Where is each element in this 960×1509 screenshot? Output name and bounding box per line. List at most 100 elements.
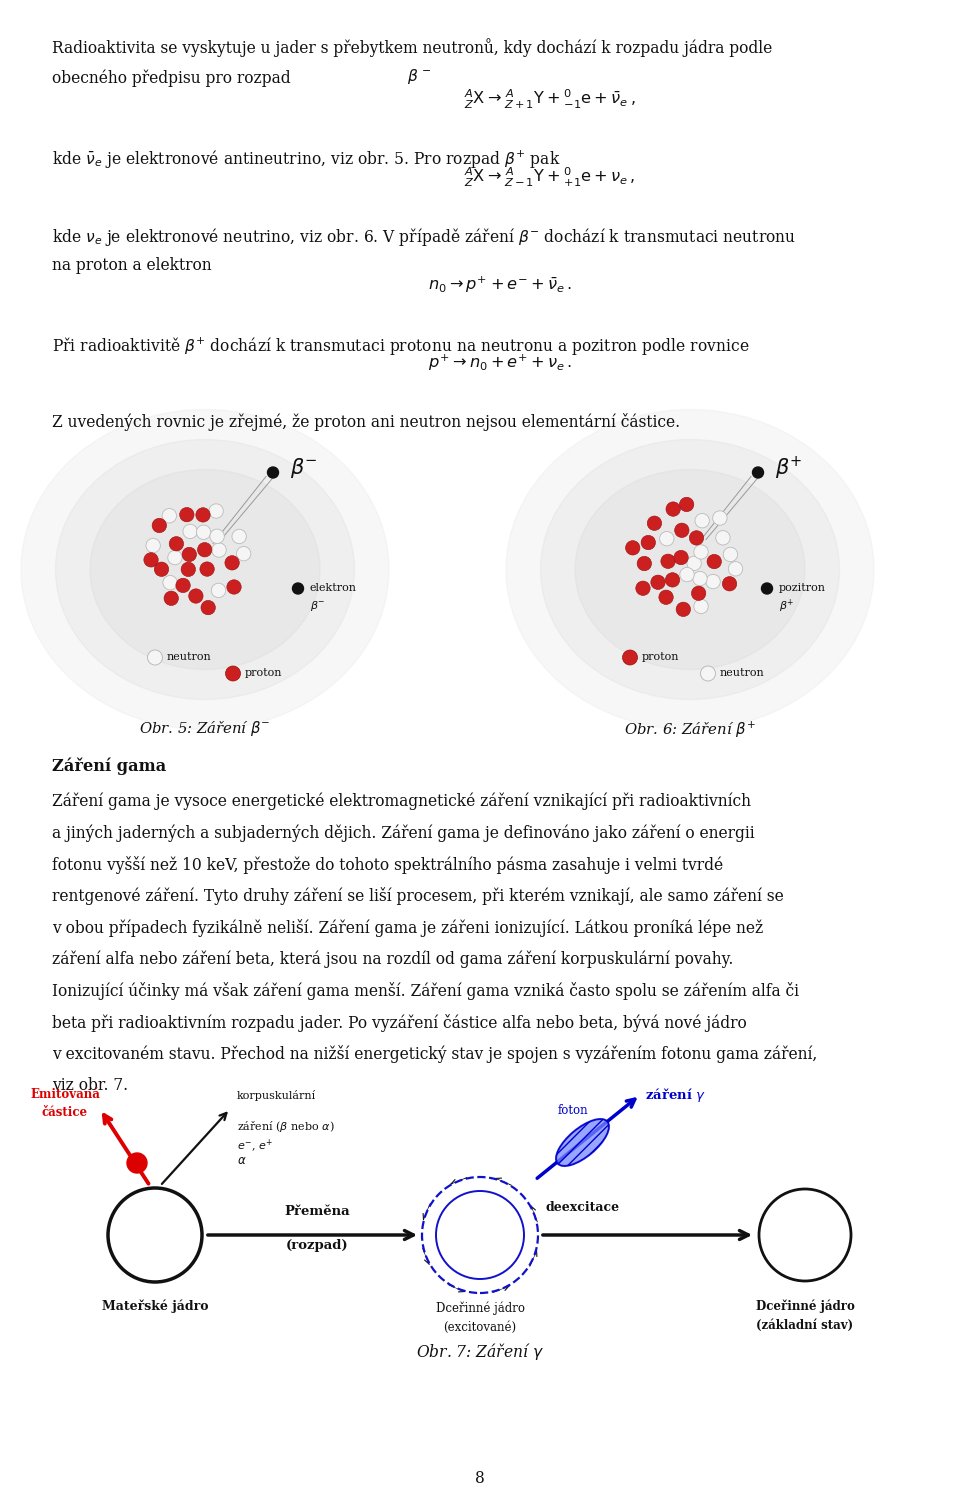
- Circle shape: [680, 498, 694, 512]
- Text: v obou případech fyzikálně neliší. Záření gama je zářeni ionizující. Látkou pron: v obou případech fyzikálně neliší. Zářen…: [52, 919, 763, 937]
- Text: neutron: neutron: [720, 668, 765, 679]
- Ellipse shape: [21, 409, 389, 729]
- Text: deexcitace: deexcitace: [546, 1201, 620, 1213]
- Circle shape: [168, 551, 182, 564]
- Text: částice: částice: [42, 1106, 88, 1120]
- Text: na proton a elektron: na proton a elektron: [52, 257, 211, 275]
- Circle shape: [211, 582, 226, 598]
- Circle shape: [212, 543, 227, 557]
- Text: $\beta^{-}$: $\beta^{-}$: [290, 457, 318, 480]
- Circle shape: [694, 545, 708, 560]
- Circle shape: [687, 557, 702, 570]
- Circle shape: [660, 531, 674, 546]
- Circle shape: [232, 530, 247, 543]
- Text: $\alpha$: $\alpha$: [237, 1154, 247, 1166]
- Text: $\beta^{+}$: $\beta^{+}$: [779, 598, 795, 616]
- Circle shape: [182, 548, 197, 561]
- Circle shape: [148, 650, 162, 665]
- Text: Dceřinné jádro: Dceřinné jádro: [756, 1299, 854, 1313]
- Text: A: A: [147, 1225, 163, 1245]
- Circle shape: [729, 561, 743, 576]
- Ellipse shape: [540, 439, 839, 700]
- Circle shape: [210, 530, 225, 543]
- Circle shape: [641, 536, 656, 549]
- Text: korpuskulární: korpuskulární: [237, 1089, 316, 1102]
- Text: Mateřské jádro: Mateřské jádro: [102, 1299, 208, 1313]
- Circle shape: [659, 590, 673, 605]
- Text: Záření gama je vysoce energetické elektromagnetické záření vznikající při radioa: Záření gama je vysoce energetické elektr…: [52, 794, 751, 810]
- Text: Emitovaná: Emitovaná: [30, 1088, 100, 1102]
- Circle shape: [227, 579, 241, 595]
- Circle shape: [198, 543, 212, 557]
- Text: obecného předpisu pro rozpad: obecného předpisu pro rozpad: [52, 69, 296, 88]
- Text: a jiných jaderných a subjaderných dějich. Záření gama je definováno jako záření : a jiných jaderných a subjaderných dějich…: [52, 824, 755, 842]
- Circle shape: [674, 551, 688, 564]
- Text: fotonu vyšší než 10 keV, přestože do tohoto spektrálního pásma zasahuje i velmi : fotonu vyšší než 10 keV, přestože do toh…: [52, 856, 723, 874]
- Text: Obr. 5: Záření $\beta^{-}$: Obr. 5: Záření $\beta^{-}$: [139, 720, 271, 738]
- Text: B: B: [796, 1225, 814, 1245]
- Circle shape: [712, 512, 727, 525]
- Text: kde $\nu_{e}$ je elektronové neutrino, viz obr. 6. V případě záření $\beta^{-}$ : kde $\nu_{e}$ je elektronové neutrino, v…: [52, 225, 796, 247]
- Circle shape: [436, 1191, 524, 1280]
- Text: pozitron: pozitron: [779, 584, 826, 593]
- Ellipse shape: [575, 469, 805, 670]
- Text: Při radioaktivitě $\beta^{+}$ dochází k transmutaci protonu na neutronu a pozitr: Při radioaktivitě $\beta^{+}$ dochází k …: [52, 335, 750, 358]
- Text: záření alfa nebo záření beta, která jsou na rozdíl od gama záření korpuskulární : záření alfa nebo záření beta, která jsou…: [52, 951, 733, 967]
- Text: ${}^{A}_{Z}\mathrm{X} \rightarrow {}^{\,A}_{Z+1}\mathrm{Y} + {}^{0}_{-1}\mathrm{: ${}^{A}_{Z}\mathrm{X} \rightarrow {}^{\,…: [465, 88, 636, 110]
- Text: $p^{+} \rightarrow n_{0} +e^{+} +\nu_{e}\,.$: $p^{+} \rightarrow n_{0} +e^{+} +\nu_{e}…: [428, 353, 572, 373]
- Circle shape: [200, 561, 214, 576]
- Circle shape: [636, 581, 650, 596]
- Text: (základní stav): (základní stav): [756, 1319, 853, 1332]
- Circle shape: [716, 531, 731, 545]
- Text: Obr. 6: Záření $\beta^{+}$: Obr. 6: Záření $\beta^{+}$: [624, 720, 756, 739]
- Ellipse shape: [90, 469, 320, 670]
- Text: ${}^{A}_{Z}\mathrm{X} \rightarrow {}^{\,A}_{Z-1}\mathrm{Y} + {}^{0}_{+1}\mathrm{: ${}^{A}_{Z}\mathrm{X} \rightarrow {}^{\,…: [465, 166, 636, 189]
- Circle shape: [163, 575, 178, 590]
- Circle shape: [127, 1153, 147, 1172]
- Text: Dceřinné jádro: Dceřinné jádro: [436, 1301, 524, 1314]
- Circle shape: [197, 525, 211, 539]
- Text: (rozpad): (rozpad): [286, 1239, 348, 1252]
- Text: rentgenové záření. Tyto druhy záření se liší procesem, při kterém vznikají, ale : rentgenové záření. Tyto druhy záření se …: [52, 887, 783, 905]
- Ellipse shape: [556, 1120, 609, 1166]
- Circle shape: [225, 555, 239, 570]
- Circle shape: [146, 539, 160, 552]
- Circle shape: [201, 601, 215, 614]
- Circle shape: [196, 507, 210, 522]
- Text: B*: B*: [467, 1225, 493, 1243]
- Circle shape: [637, 557, 652, 570]
- Circle shape: [144, 552, 158, 567]
- Circle shape: [422, 1177, 538, 1293]
- Circle shape: [162, 509, 177, 524]
- Circle shape: [693, 572, 708, 585]
- Text: $n_{0} \rightarrow p^{+} +e^{-} +\bar{\nu}_{e}\,.$: $n_{0} \rightarrow p^{+} +e^{-} +\bar{\n…: [428, 275, 572, 296]
- Text: Obr. 7: Záření $\gamma$: Obr. 7: Záření $\gamma$: [416, 1342, 544, 1363]
- Text: $\beta^{-}$: $\beta^{-}$: [310, 599, 325, 614]
- Text: kde $\bar{\nu}_{e}$ je elektronové antineutrino, viz obr. 5. Pro rozpad $\beta^{: kde $\bar{\nu}_{e}$ je elektronové antin…: [52, 148, 561, 169]
- Circle shape: [626, 540, 640, 555]
- Circle shape: [706, 575, 720, 589]
- Circle shape: [694, 599, 708, 614]
- Circle shape: [176, 578, 190, 593]
- Text: záření ($\beta$ nebo $\alpha$): záření ($\beta$ nebo $\alpha$): [237, 1120, 335, 1133]
- Ellipse shape: [506, 409, 874, 729]
- Text: proton: proton: [245, 668, 282, 679]
- Circle shape: [666, 502, 681, 516]
- Circle shape: [189, 589, 204, 604]
- Text: foton: foton: [557, 1103, 588, 1117]
- Circle shape: [660, 554, 675, 569]
- Text: beta při radioaktivním rozpadu jader. Po vyzáření částice alfa nebo beta, bývá n: beta při radioaktivním rozpadu jader. Po…: [52, 1014, 747, 1032]
- Text: Záření gama: Záření gama: [52, 758, 166, 776]
- Text: proton: proton: [642, 652, 680, 662]
- Circle shape: [691, 585, 706, 601]
- Circle shape: [180, 507, 194, 522]
- Circle shape: [707, 554, 721, 569]
- Text: $\beta^{\,-}$: $\beta^{\,-}$: [407, 68, 432, 86]
- Circle shape: [108, 1188, 202, 1283]
- Text: $e^{-}$, $e^{+}$: $e^{-}$, $e^{+}$: [237, 1136, 274, 1154]
- Circle shape: [680, 567, 694, 582]
- Circle shape: [651, 575, 665, 590]
- Circle shape: [689, 531, 704, 545]
- Circle shape: [761, 582, 773, 595]
- Circle shape: [155, 561, 169, 576]
